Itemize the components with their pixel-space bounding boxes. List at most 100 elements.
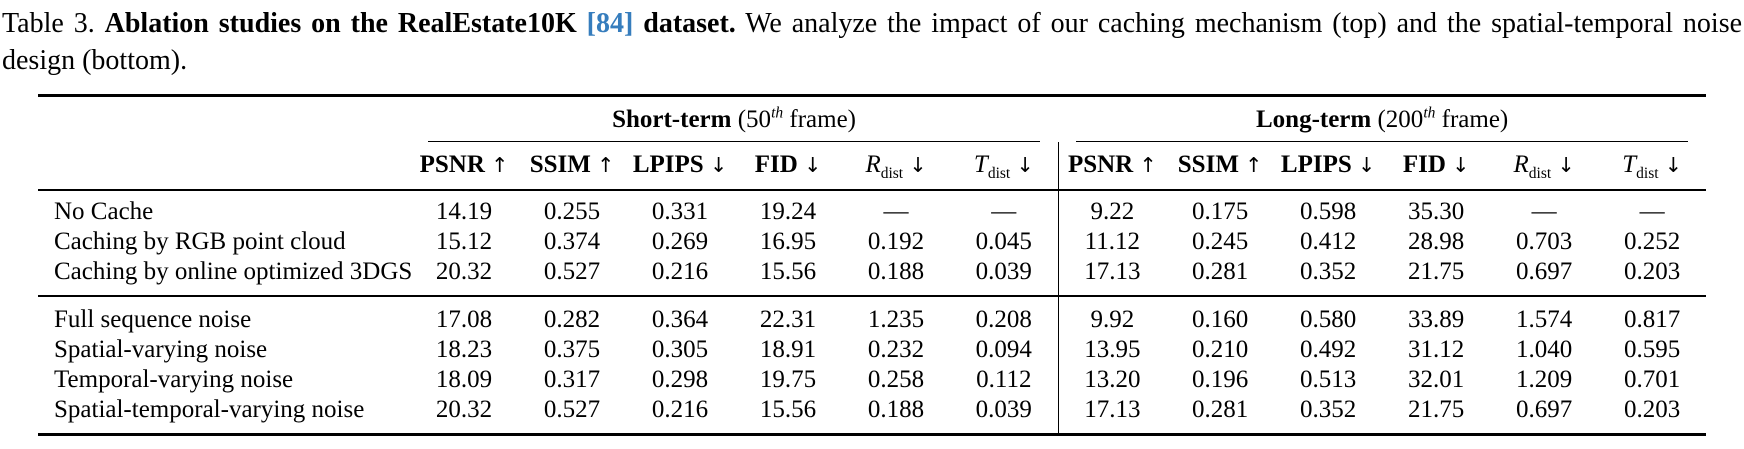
metric-value: 0.375 [543, 336, 601, 363]
metric-label: Tdist [973, 151, 1010, 181]
metric-value: 15.12 [435, 228, 493, 255]
table-row: Caching by online optimized 3DGS 20.32 0.5… [38, 257, 1706, 296]
metric-value: 11.12 [1057, 227, 1167, 257]
metric-value: 1.235 [842, 295, 950, 335]
metric-value: 0.701 [1623, 366, 1681, 393]
metric-value: 17.13 [1057, 257, 1167, 296]
long-term-superscript: th [1423, 104, 1436, 122]
table-row: Caching by RGB point cloud 15.12 0.374 0.26… [38, 227, 1706, 257]
long-term-header: Long-term (200th frame) [1076, 104, 1689, 142]
metric-symbol: T [973, 151, 988, 178]
metric-value: 21.75 [1407, 258, 1465, 285]
arrow-down-icon: ↓ [1664, 153, 1682, 177]
metric-label: Rdist [1513, 151, 1552, 181]
metric-value: 0.281 [1191, 396, 1249, 423]
metric-value: 28.98 [1407, 228, 1465, 255]
metric-header-row: PSNR ↑ SSIM ↑ LPIPS ↓ FID ↓ Rdist ↓ Tdist ↓ PS… [38, 142, 1707, 191]
arrow-up-icon: ↑ [1139, 153, 1157, 177]
caption-bold-part2: dataset. [633, 8, 736, 39]
metric-value: 0.039 [975, 258, 1032, 285]
metric-subscript: dist [1636, 165, 1659, 182]
short-term-paren-post: frame) [783, 106, 856, 133]
row-label: No Cache [54, 198, 154, 225]
row-label: Spatial-temporal-varying noise [54, 396, 365, 423]
metric-label: SSIM [529, 151, 591, 178]
long-term-paren-post: frame) [1435, 106, 1509, 133]
long-term-paren-pre: (200 [1371, 106, 1424, 133]
metric-symbol: T [1622, 151, 1637, 178]
col-header-short-psnr: PSNR ↑ [410, 142, 518, 191]
table-header: Short-term (50th frame) Long-term (200th… [38, 96, 1707, 191]
metric-value: 0.364 [626, 295, 734, 335]
metric-value: 18.23 [435, 336, 493, 363]
citation-link-84[interactable]: [84] [586, 8, 634, 39]
metric-value: 1.209 [1515, 366, 1573, 393]
empty-corner-cell [38, 96, 410, 143]
metric-value: 0.094 [975, 336, 1032, 363]
metric-value: 13.20 [1057, 365, 1167, 395]
metric-value: 18.91 [759, 336, 817, 363]
metric-value: 0.203 [1623, 396, 1681, 423]
arrow-down-icon: ↓ [1016, 153, 1034, 177]
arrow-down-icon: ↓ [709, 153, 728, 177]
metric-value: 20.32 [435, 258, 493, 285]
metric-value: 9.92 [1057, 295, 1167, 335]
metric-label: LPIPS [632, 151, 704, 178]
metric-value: 0.216 [651, 396, 709, 423]
table-row: Spatial-varying noise 18.23 0.375 0.305 18.9… [38, 335, 1706, 365]
table-row: Full sequence noise 17.08 0.282 0.364 22.31 1… [38, 295, 1707, 335]
col-header-long-ssim: SSIM ↑ [1166, 142, 1275, 191]
col-header-short-t: Tdist ↓ [950, 142, 1059, 191]
col-header-long-r: Rdist ↓ [1490, 142, 1599, 191]
ablation-results-table: Short-term (50th frame) Long-term (200th… [38, 94, 1707, 436]
caption-description: We analyze the impact of our caching mec… [2, 8, 1743, 76]
arrow-up-icon: ↑ [1245, 153, 1263, 177]
metric-value: 0.258 [867, 366, 925, 393]
col-header-short-lpips: LPIPS ↓ [626, 142, 734, 191]
metric-value: 9.22 [1057, 190, 1167, 227]
col-header-long-t: Tdist ↓ [1598, 142, 1707, 191]
metric-symbol: R [1513, 151, 1529, 178]
metric-value: 0.269 [651, 228, 709, 255]
metric-value: 0.255 [543, 198, 601, 225]
metric-value: 16.95 [759, 228, 817, 255]
metric-value: 0.203 [1623, 258, 1681, 285]
metric-value: 0.210 [1191, 336, 1249, 363]
row-label: Spatial-varying noise [54, 336, 268, 363]
metric-value: 0.045 [975, 228, 1032, 255]
col-header-short-r: Rdist ↓ [842, 142, 950, 191]
metric-subscript: dist [880, 165, 904, 182]
group-header-short-term: Short-term (50th frame) [410, 96, 1058, 142]
metric-subscript: dist [1528, 165, 1552, 182]
metric-value: 0.598 [1299, 198, 1357, 225]
metric-label: PSNR [419, 151, 485, 178]
col-header-long-fid: FID ↓ [1382, 142, 1491, 191]
metric-label: Rdist [865, 151, 903, 181]
metric-value: 0.208 [950, 295, 1059, 335]
metric-value: — [883, 198, 909, 225]
long-term-label: Long-term [1255, 106, 1372, 133]
metric-value: 0.305 [651, 336, 709, 363]
group-header-row: Short-term (50th frame) Long-term (200th… [38, 96, 1706, 143]
metric-value: 0.245 [1191, 228, 1249, 255]
metric-value: 19.75 [759, 366, 817, 393]
metric-value: 0.112 [976, 366, 1032, 393]
arrow-down-icon: ↓ [804, 153, 822, 177]
metric-value: 0.374 [543, 228, 601, 255]
metric-value: 33.89 [1382, 295, 1491, 335]
metric-value: — [1531, 198, 1557, 225]
metric-value: 0.192 [867, 228, 925, 255]
metric-value: 0.527 [543, 258, 601, 285]
metric-value: 0.595 [1623, 336, 1681, 363]
row-label: Caching by RGB point cloud [54, 228, 346, 255]
group-noise-design: Full sequence noise 17.08 0.282 0.364 22.31 1… [38, 295, 1707, 435]
table-row: No Cache 14.19 0.255 0.331 19.24 — — 9.22 0.175 0… [38, 190, 1706, 227]
metric-value: 0.492 [1299, 336, 1357, 363]
table-caption: Table 3. Ablation studies on the RealEst… [0, 0, 1744, 79]
arrow-down-icon: ↓ [909, 153, 927, 177]
group-header-long-term: Long-term (200th frame) [1058, 96, 1706, 142]
col-header-short-fid: FID ↓ [734, 142, 842, 191]
metric-value: 0.352 [1299, 396, 1357, 423]
metric-value: — [991, 198, 1017, 225]
metric-label: SSIM [1177, 151, 1239, 178]
